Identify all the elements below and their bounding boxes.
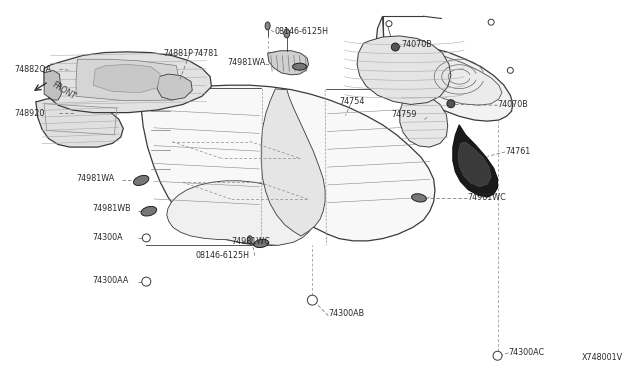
Polygon shape <box>93 64 161 93</box>
Ellipse shape <box>265 22 270 30</box>
Polygon shape <box>44 52 211 113</box>
Polygon shape <box>167 181 314 245</box>
Text: 74881P: 74881P <box>164 49 193 58</box>
Text: 748920: 748920 <box>15 109 45 118</box>
Ellipse shape <box>447 100 455 108</box>
Polygon shape <box>44 70 61 100</box>
Polygon shape <box>36 98 124 147</box>
Ellipse shape <box>412 194 426 202</box>
Text: 74070B: 74070B <box>402 40 433 49</box>
Polygon shape <box>400 93 448 147</box>
Text: 08146-6125H: 08146-6125H <box>274 26 328 36</box>
Polygon shape <box>261 89 325 236</box>
Polygon shape <box>357 36 451 105</box>
Ellipse shape <box>134 176 149 186</box>
Polygon shape <box>268 51 308 75</box>
Polygon shape <box>76 59 179 101</box>
Text: FRONT: FRONT <box>51 80 77 102</box>
Ellipse shape <box>392 43 399 51</box>
Text: X748001V: X748001V <box>582 353 623 362</box>
Circle shape <box>386 21 392 27</box>
Text: 74070B: 74070B <box>497 100 528 109</box>
Polygon shape <box>376 16 513 121</box>
Text: 74981WC: 74981WC <box>467 193 506 202</box>
Polygon shape <box>453 125 497 197</box>
Circle shape <box>488 19 494 25</box>
Text: 74781: 74781 <box>194 49 219 58</box>
Text: 74761: 74761 <box>505 147 531 156</box>
Circle shape <box>142 277 151 286</box>
Text: 74300AC: 74300AC <box>508 347 545 356</box>
Text: 74981WB: 74981WB <box>92 205 131 214</box>
Circle shape <box>493 351 502 360</box>
Circle shape <box>307 295 317 305</box>
Ellipse shape <box>141 206 157 216</box>
Text: 74981WA: 74981WA <box>227 58 266 67</box>
Text: 74300AB: 74300AB <box>328 310 364 318</box>
Text: 74981WC: 74981WC <box>232 237 271 246</box>
Polygon shape <box>141 75 435 245</box>
Text: 74981WA: 74981WA <box>76 174 115 183</box>
Polygon shape <box>157 74 192 100</box>
Ellipse shape <box>284 29 290 38</box>
Circle shape <box>142 234 150 242</box>
Ellipse shape <box>254 239 269 248</box>
Text: 74882QA: 74882QA <box>15 65 52 74</box>
Ellipse shape <box>247 236 252 244</box>
Text: 74300AA: 74300AA <box>92 276 129 285</box>
Text: 08146-6125H: 08146-6125H <box>195 251 250 260</box>
Polygon shape <box>394 39 502 105</box>
Polygon shape <box>458 142 491 187</box>
Ellipse shape <box>292 63 307 70</box>
Text: 74300A: 74300A <box>92 232 123 242</box>
Text: 74754: 74754 <box>339 97 365 106</box>
Text: 74759: 74759 <box>392 110 417 119</box>
Circle shape <box>508 67 513 73</box>
